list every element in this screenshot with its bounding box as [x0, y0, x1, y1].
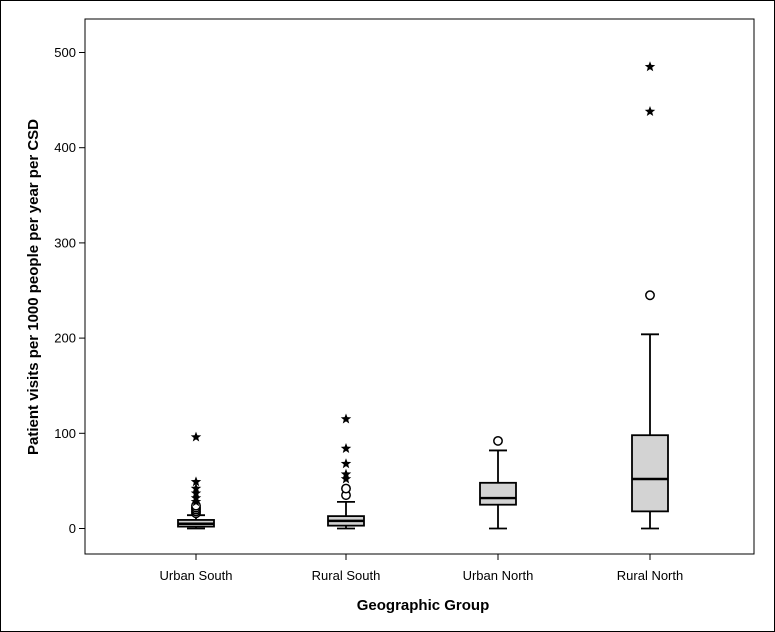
x-tick-label: Urban South — [160, 568, 233, 583]
x-tick-label: Urban North — [463, 568, 534, 583]
outlier-star — [340, 443, 352, 453]
outlier-star — [340, 458, 352, 469]
outlier-star — [340, 413, 352, 424]
outlier-circle — [341, 483, 351, 494]
outlier-star — [190, 492, 202, 503]
iqr-box — [631, 434, 669, 513]
y-tick-label: 0 — [69, 521, 76, 536]
y-tick-label: 400 — [54, 140, 76, 155]
box-group — [177, 431, 215, 530]
x-tick-label: Rural South — [312, 568, 381, 583]
y-tick-label: 500 — [54, 45, 76, 60]
x-axis: Urban South Rural South Urban North Rural N… — [160, 554, 683, 583]
y-tick-label: 200 — [54, 331, 76, 346]
iqr-box — [479, 481, 517, 506]
box-group — [327, 413, 365, 530]
outlier-star — [644, 61, 656, 72]
x-axis-title: Geographic Group — [357, 597, 490, 614]
outlier-star — [644, 106, 656, 116]
outlier-star — [340, 468, 352, 479]
outlier-circle — [493, 435, 503, 446]
outlier-star — [190, 496, 202, 507]
y-tick-label: 100 — [54, 426, 76, 441]
outlier-star — [340, 473, 352, 484]
outlier-star — [190, 476, 202, 487]
boxes — [177, 61, 669, 530]
x-tick-label: Rural North — [617, 568, 683, 583]
y-axis-title: Patient visits per 1000 people per year … — [25, 119, 42, 455]
y-axis: 0 100 200 300 400 500 — [54, 45, 85, 536]
outlier-circle — [645, 290, 655, 301]
box-group — [631, 61, 669, 530]
outlier-star — [190, 431, 202, 442]
outlier-star — [190, 487, 202, 498]
y-tick-label: 300 — [54, 235, 76, 250]
box-group — [479, 435, 517, 530]
outlier-star — [190, 483, 202, 493]
